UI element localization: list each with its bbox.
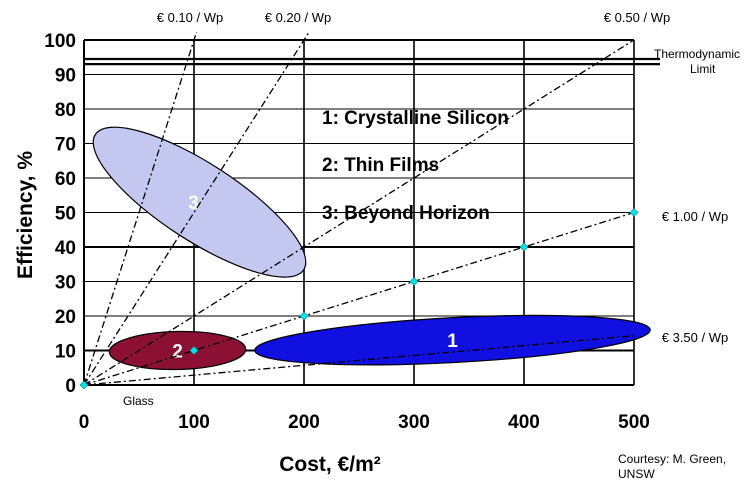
region-label-1: 1 [447, 331, 458, 352]
cost-line-3-5 [84, 335, 635, 385]
thermodynamic-limit-label-line1: Thermodynamic [654, 47, 740, 61]
glass-label: Glass [123, 394, 154, 408]
region-label-2: 2 [172, 342, 183, 363]
marker-point [299, 311, 309, 321]
region-beyond-horizon [92, 126, 307, 278]
x-tick-label: 100 [178, 412, 210, 433]
cost-line-0-2 [84, 32, 310, 385]
marker-point [189, 346, 199, 355]
courtesy-line2: UNSW [618, 467, 655, 481]
region-thin-films [108, 330, 247, 371]
courtesy-line1: Courtesy: M. Green, [618, 452, 726, 466]
cost-line-label: € 0.50 / Wp [604, 10, 670, 25]
x-tick-label: 0 [79, 412, 90, 433]
axis-layer: 0 10 20 30 40 50 60 70 80 90 100 0 100 200 300 400 500 [44, 31, 650, 433]
cost-line-label: € 0.10 / Wp [157, 10, 223, 25]
y-tick-label: 60 [55, 169, 76, 190]
region-label-3: 3 [188, 193, 199, 214]
region-crystalline-silicon [254, 314, 651, 366]
x-tick-label: 300 [398, 412, 430, 433]
y-axis-title: Efficiency, % [14, 151, 37, 279]
legend-item-crystalline-silicon: 1: Crystalline Silicon [322, 108, 509, 129]
region-layer: 1 2 3 [92, 126, 651, 371]
y-tick-label: 20 [55, 307, 76, 328]
y-tick-label: 70 [55, 135, 76, 156]
marker-point [79, 380, 89, 390]
y-tick-label: 90 [55, 66, 76, 87]
x-tick-label: 500 [618, 412, 650, 433]
cost-line-0-5 [84, 39, 635, 385]
legend-item-beyond-horizon: 3: Beyond Horizon [322, 203, 490, 224]
cost-line-label: € 3.50 / Wp [662, 330, 728, 345]
cost-line-labels: € 0.10 / Wp € 0.20 / Wp € 0.50 / Wp € 1.00 … [157, 10, 728, 345]
marker-point [629, 208, 639, 217]
marker-layer [79, 208, 639, 390]
y-tick-label: 10 [55, 342, 76, 363]
y-tick-label: 50 [55, 204, 76, 225]
y-tick-label: 80 [55, 100, 76, 121]
y-tick-label: 0 [65, 376, 76, 397]
thermodynamic-limit-label-line2: Limit [690, 62, 716, 76]
y-tick-label: 30 [55, 273, 76, 294]
y-tick-label: 100 [44, 31, 76, 52]
x-axis-title: Cost, €/m² [279, 453, 381, 476]
cost-line-label: € 0.20 / Wp [265, 10, 331, 25]
cost-line-layer [84, 32, 635, 385]
cost-line-0-1 [84, 32, 198, 385]
cost-line-1 [84, 211, 635, 385]
legend-item-thin-films: 2: Thin Films [322, 155, 439, 176]
y-tick-label: 40 [55, 238, 76, 259]
x-tick-label: 400 [508, 412, 540, 433]
marker-point [519, 242, 529, 252]
cost-line-label: € 1.00 / Wp [662, 209, 728, 224]
marker-point [409, 277, 419, 286]
x-tick-label: 200 [288, 412, 320, 433]
